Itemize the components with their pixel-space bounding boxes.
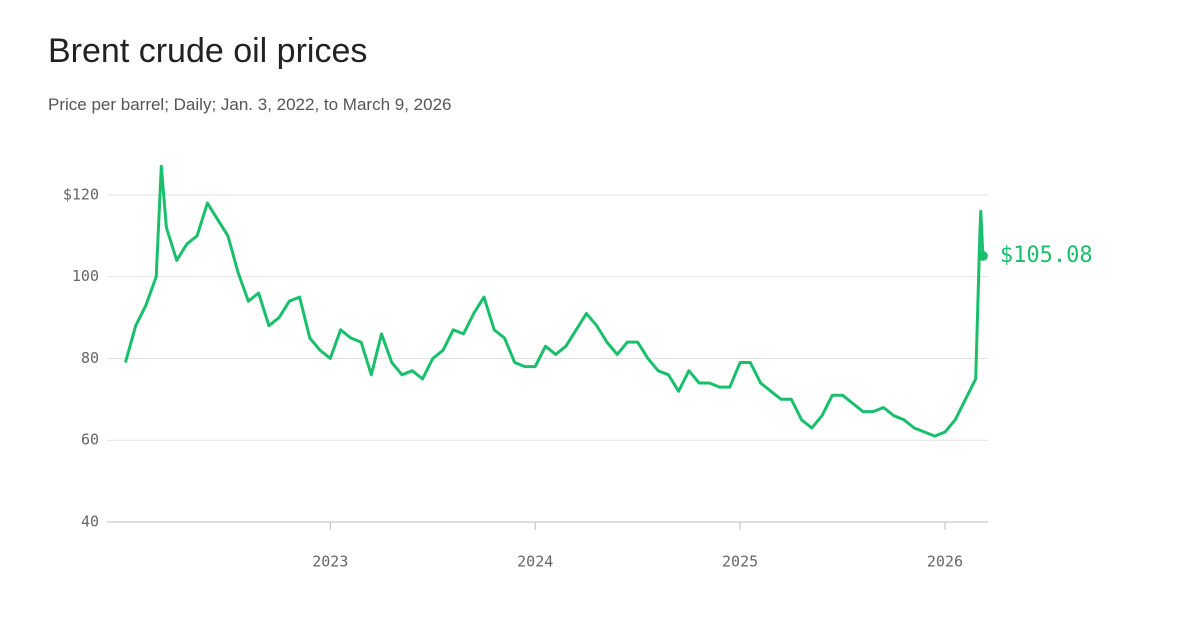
chart-subtitle: Price per barrel; Daily; Jan. 3, 2022, t…	[48, 95, 451, 114]
y-tick-label: $120	[63, 185, 99, 203]
line-series	[123, 164, 985, 438]
x-tick-label: 2026	[927, 553, 963, 571]
chart-title: Brent crude oil prices	[48, 32, 367, 70]
x-tick-label: 2024	[517, 553, 553, 571]
y-tick-label: 80	[81, 349, 99, 367]
x-tick-label: 2025	[722, 553, 758, 571]
end-dot	[977, 250, 988, 261]
y-tick-label: 40	[81, 513, 99, 531]
y-tick-label: 60	[81, 431, 99, 449]
end-label: $105.08	[1000, 243, 1093, 268]
x-tick-label: 2023	[312, 553, 348, 571]
y-tick-label: 100	[72, 267, 99, 285]
